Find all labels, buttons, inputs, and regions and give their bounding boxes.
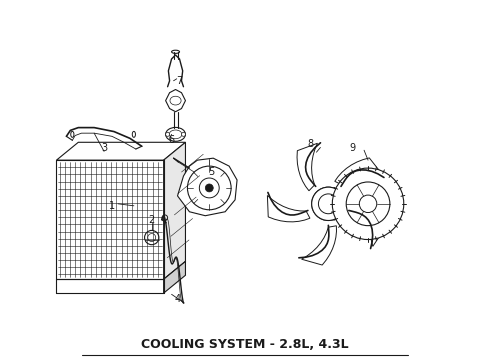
Polygon shape — [350, 203, 385, 246]
Ellipse shape — [169, 130, 182, 139]
Polygon shape — [56, 142, 185, 160]
Text: 5: 5 — [208, 167, 215, 177]
Polygon shape — [297, 143, 318, 191]
Circle shape — [181, 132, 185, 136]
Circle shape — [359, 195, 377, 212]
Text: 1: 1 — [109, 201, 115, 211]
Polygon shape — [164, 142, 185, 279]
Polygon shape — [164, 261, 185, 293]
Ellipse shape — [172, 50, 179, 53]
Circle shape — [196, 175, 222, 201]
Ellipse shape — [170, 96, 181, 105]
Circle shape — [188, 166, 231, 210]
Circle shape — [148, 234, 156, 242]
Circle shape — [145, 230, 159, 245]
Circle shape — [312, 187, 345, 220]
Circle shape — [317, 193, 340, 215]
Circle shape — [346, 182, 390, 226]
Circle shape — [166, 132, 170, 136]
Text: COOLING SYSTEM - 2.8L, 4.3L: COOLING SYSTEM - 2.8L, 4.3L — [141, 338, 349, 351]
Circle shape — [188, 166, 231, 210]
Text: 7: 7 — [176, 76, 183, 86]
Polygon shape — [301, 226, 337, 265]
Text: 2: 2 — [148, 215, 155, 225]
Text: 8: 8 — [307, 139, 314, 149]
Text: 9: 9 — [349, 143, 355, 153]
Circle shape — [199, 178, 219, 198]
Polygon shape — [166, 90, 185, 112]
Text: 3: 3 — [101, 143, 107, 153]
Circle shape — [318, 194, 338, 214]
Polygon shape — [268, 195, 310, 222]
Circle shape — [312, 187, 345, 220]
Polygon shape — [177, 158, 237, 216]
Circle shape — [205, 184, 213, 192]
Polygon shape — [335, 158, 383, 185]
Text: 6: 6 — [169, 135, 174, 145]
Ellipse shape — [166, 127, 185, 141]
Text: 4: 4 — [174, 294, 181, 304]
Circle shape — [332, 168, 404, 239]
